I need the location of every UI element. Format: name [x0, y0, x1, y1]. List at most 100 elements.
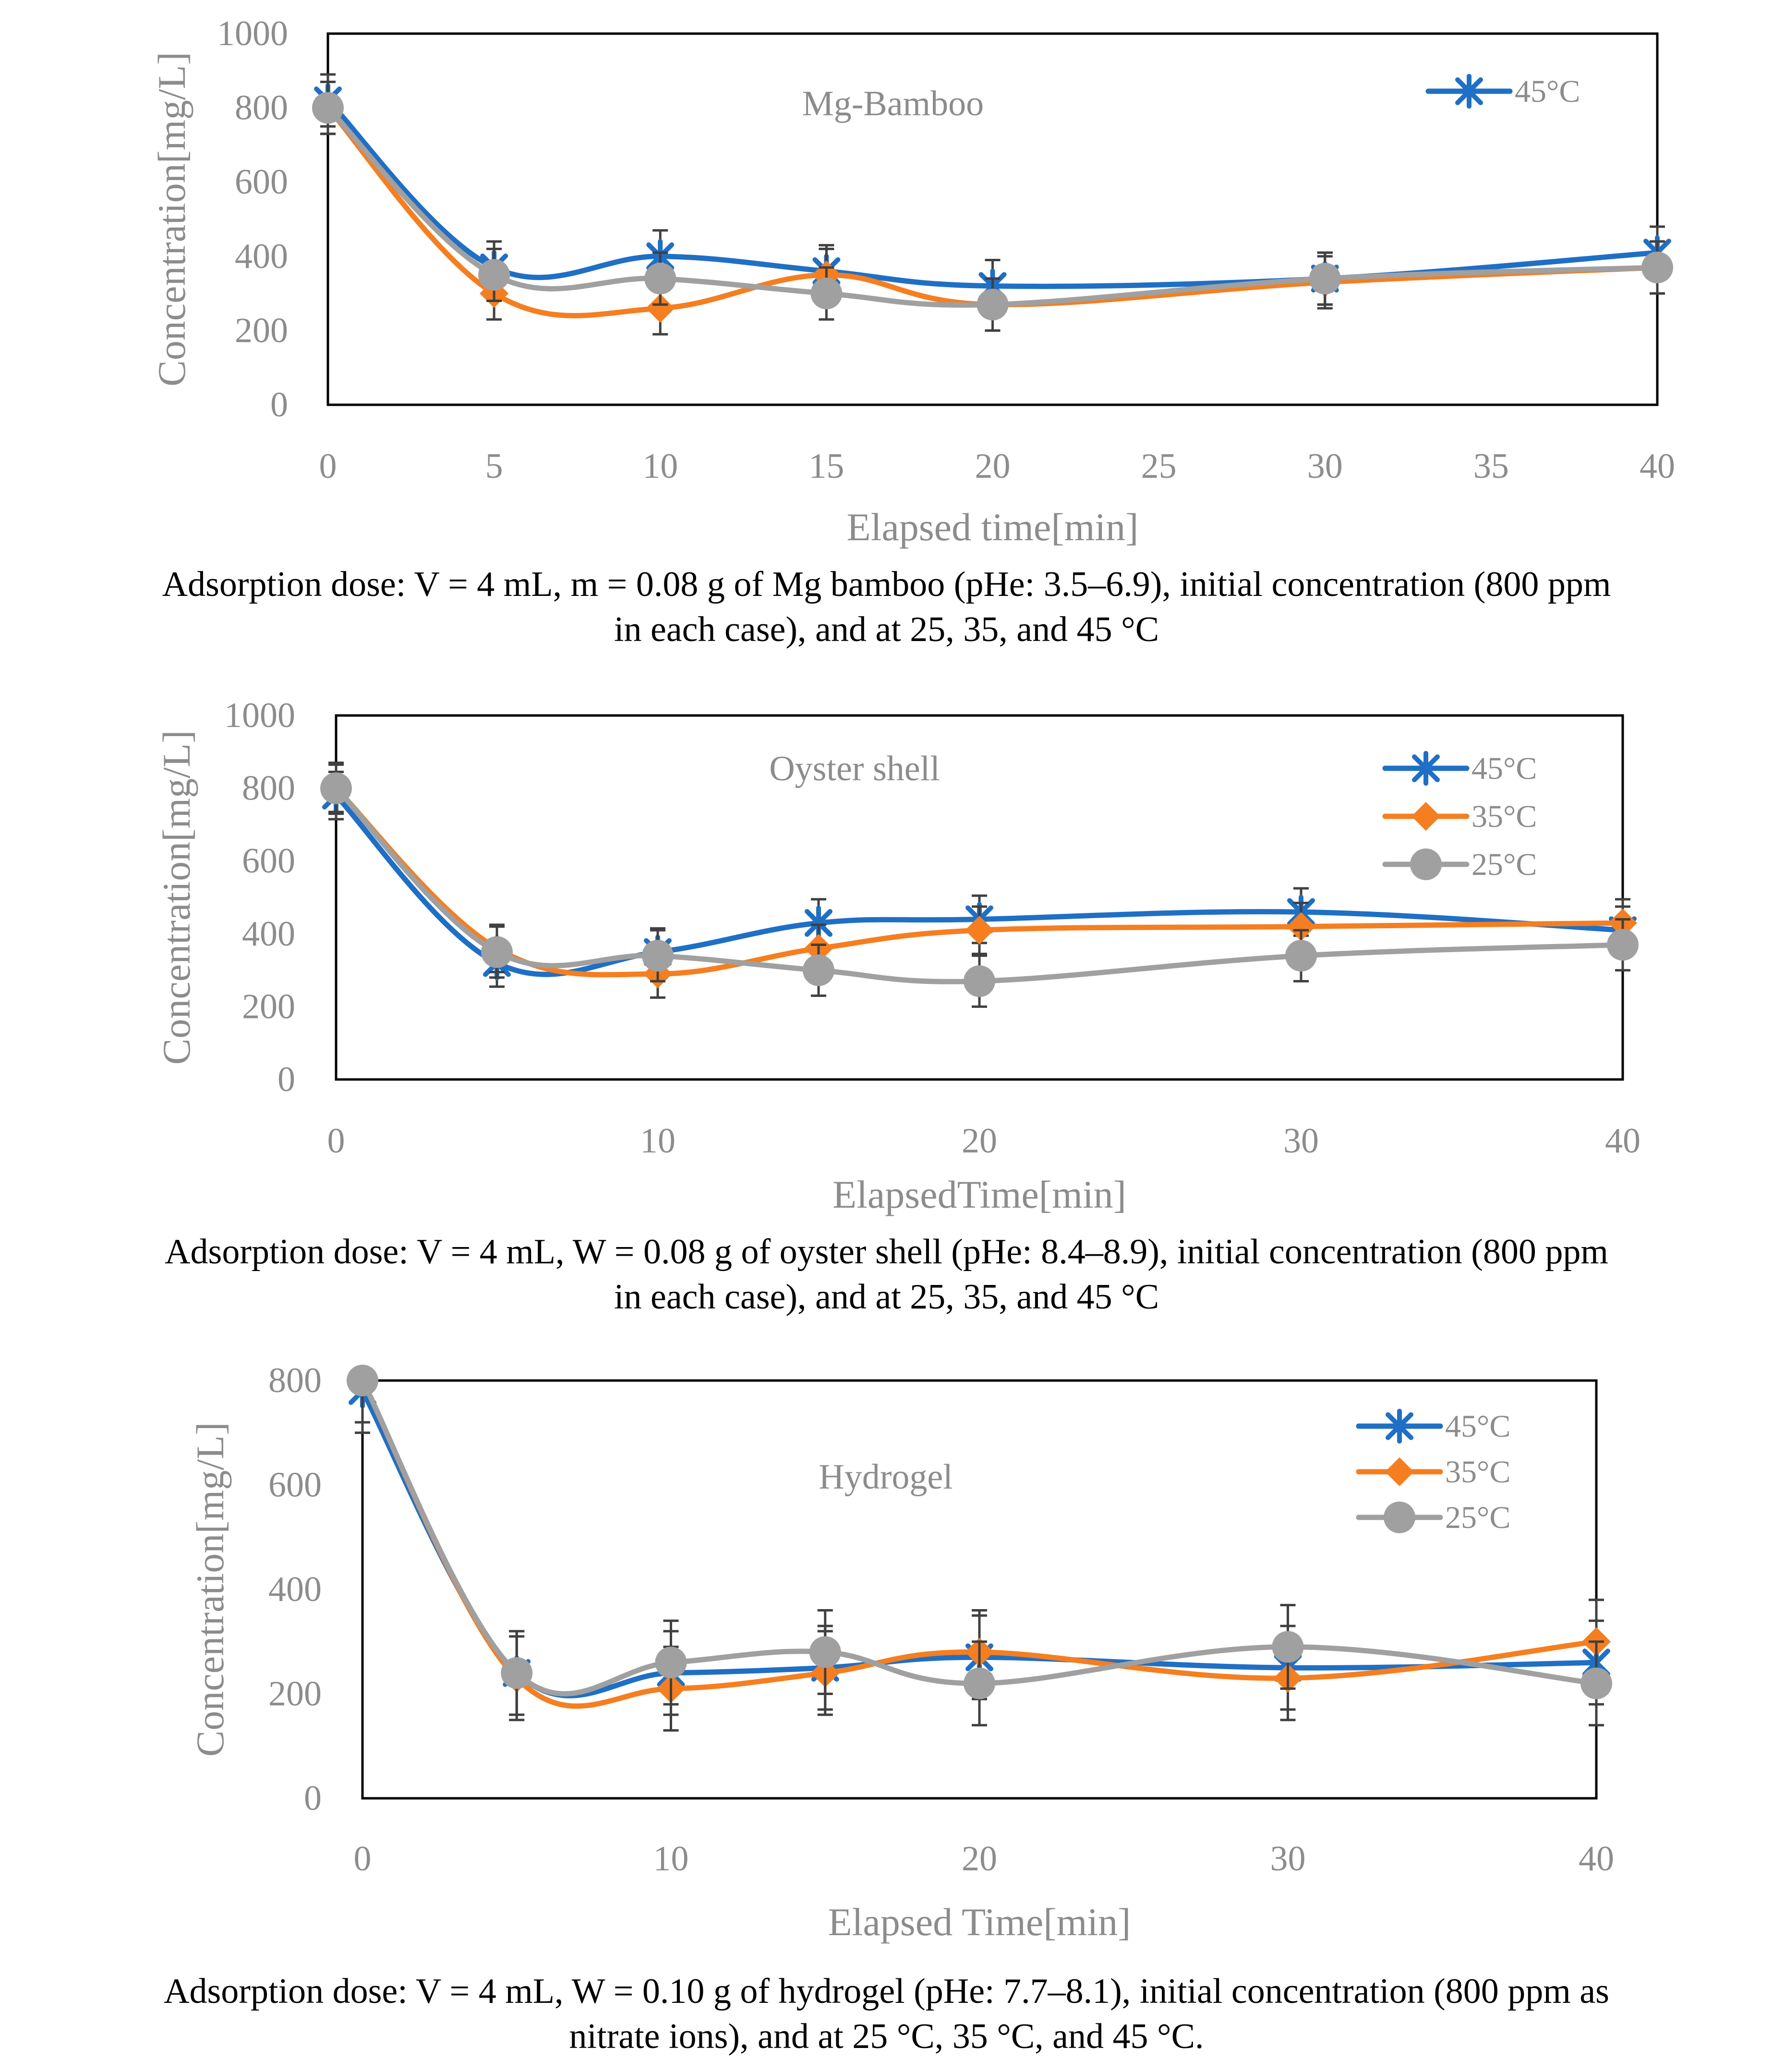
data-point — [478, 259, 510, 291]
data-point — [1607, 929, 1639, 961]
legend-entry: 25°C — [1356, 1500, 1510, 1535]
x-tick-label: 10 — [653, 1839, 689, 1878]
caption-line: Adsorption dose: V = 4 mL, W = 0.08 g of… — [165, 1232, 1608, 1272]
y-tick-label: 800 — [235, 88, 288, 128]
y-tick-label: 0 — [270, 385, 288, 424]
data-point — [642, 940, 674, 972]
chart-hydrogel: 0 200 400 600 800 0 10 20 30 40 Elapsed Time[min] C… — [188, 1361, 1614, 1944]
legend-label: 25°C — [1445, 1500, 1510, 1535]
x-tick-label: 20 — [962, 1839, 997, 1878]
series-25c — [320, 762, 1639, 1008]
x-tick-label: 25 — [1141, 447, 1177, 486]
y-tick-label: 800 — [268, 1361, 322, 1400]
x-tick-label: 35 — [1473, 447, 1509, 486]
x-tick-label: 0 — [354, 1839, 372, 1878]
caption-line: Adsorption dose: V = 4 mL, W = 0.10 g of… — [164, 1972, 1609, 2011]
legend-label: 35°C — [1471, 799, 1537, 834]
caption-hydrogel: Adsorption dose: V = 4 mL, W = 0.10 g of… — [0, 1969, 1773, 2059]
legend-label: 45°C — [1471, 751, 1537, 786]
x-tick-label: 40 — [1640, 447, 1675, 486]
legend-marker — [1412, 751, 1440, 786]
x-axis-title: ElapsedTime[min] — [832, 1173, 1126, 1216]
data-point — [1272, 1631, 1304, 1663]
legend-entry: 45°C — [1356, 1408, 1510, 1444]
x-tick-label: 15 — [808, 447, 844, 486]
series-25c — [347, 1365, 1612, 1727]
data-point — [1285, 940, 1317, 972]
data-point — [655, 1647, 687, 1679]
data-point — [964, 1667, 995, 1699]
x-tick-label: 20 — [975, 447, 1011, 486]
data-point — [501, 1657, 533, 1689]
y-tick-label: 600 — [268, 1466, 322, 1505]
x-tick-label: 30 — [1270, 1839, 1306, 1878]
y-tick-label: 200 — [268, 1674, 322, 1714]
series-25c — [312, 80, 1673, 332]
chart-oyster-shell: 0 200 400 600 800 1000 0 10 20 30 40 ElapsedTime[mi… — [155, 696, 1640, 1216]
legend-marker — [1410, 848, 1442, 880]
data-point — [809, 1636, 841, 1668]
y-tick-label: 200 — [235, 311, 288, 350]
x-tick-label: 20 — [962, 1121, 997, 1161]
data-point — [481, 936, 513, 968]
y-tick-label: 1000 — [217, 14, 288, 53]
x-tick-label: 10 — [642, 447, 678, 486]
legend-entry: 45°C — [1425, 73, 1580, 109]
legend-entry: 45°C — [1382, 751, 1537, 786]
y-tick-label: 0 — [304, 1779, 322, 1818]
data-point — [965, 916, 994, 945]
x-tick-label: 30 — [1283, 1121, 1319, 1161]
data-point — [646, 294, 675, 323]
y-axis-title: Concentration[mg/L] — [188, 1422, 232, 1757]
y-tick-label: 0 — [277, 1060, 295, 1099]
data-point — [810, 278, 843, 310]
y-tick-label: 600 — [235, 162, 288, 202]
y-tick-label: 400 — [242, 914, 295, 954]
legend-entry: 25°C — [1382, 847, 1537, 882]
chart-title: Mg-Bamboo — [802, 84, 984, 123]
plot-frame — [326, 32, 1659, 406]
caption-line: nitrate ions), and at 25 °C, 35 °C, and … — [569, 2017, 1204, 2056]
x-tick-label: 5 — [485, 447, 503, 486]
caption-line: in each case), and at 25, 35, and 45 °C — [614, 1277, 1159, 1317]
x-tick-label: 30 — [1307, 447, 1343, 486]
data-point — [1580, 1667, 1612, 1699]
y-tick-label: 400 — [235, 237, 288, 276]
plot-frame — [335, 714, 1624, 1081]
legend-entry: 35°C — [1356, 1454, 1510, 1490]
data-point — [1287, 912, 1315, 941]
legend-label: 45°C — [1445, 1409, 1510, 1444]
x-axis-title: Elapsed time[min] — [847, 505, 1139, 549]
y-tick-label: 800 — [242, 769, 295, 808]
caption-oyster-shell: Adsorption dose: V = 4 mL, W = 0.08 g of… — [0, 1229, 1773, 1320]
legend-entry: 35°C — [1382, 799, 1537, 834]
x-tick-label: 0 — [319, 447, 337, 486]
chart-mg-bamboo: 0 200 400 600 800 1000 0 5 10 15 20 25 30 35 40 Elapsed… — [150, 14, 1675, 549]
data-point — [644, 263, 676, 295]
legend-marker — [1455, 73, 1483, 109]
data-point — [1641, 251, 1673, 283]
data-point — [320, 772, 352, 804]
y-axis-title: Concentration[mg/L] — [155, 730, 198, 1065]
data-point — [1309, 263, 1341, 295]
caption-line: in each case), and at 25, 35, and 45 °C — [614, 610, 1159, 649]
x-tick-label: 10 — [640, 1121, 675, 1161]
legend-marker — [1411, 802, 1440, 831]
chart-title: Hydrogel — [819, 1457, 953, 1497]
caption-mg-bamboo: Adsorption dose: V = 4 mL, m = 0.08 g of… — [0, 562, 1773, 652]
y-tick-label: 200 — [242, 987, 295, 1026]
chart-title: Oyster shell — [769, 749, 940, 788]
data-point — [312, 92, 344, 124]
plot-frame — [361, 1379, 1598, 1800]
x-tick-label: 40 — [1605, 1121, 1640, 1161]
y-tick-label: 400 — [268, 1570, 322, 1609]
legend-marker — [1386, 1408, 1413, 1444]
data-point — [977, 289, 1009, 321]
legend-label: 25°C — [1471, 847, 1537, 882]
x-axis-title: Elapsed Time[min] — [828, 1900, 1131, 1944]
legend-marker — [1385, 1457, 1414, 1486]
x-tick-label: 40 — [1579, 1839, 1614, 1878]
data-point — [347, 1365, 378, 1396]
y-axis-title: Concentration[mg/L] — [150, 52, 193, 387]
